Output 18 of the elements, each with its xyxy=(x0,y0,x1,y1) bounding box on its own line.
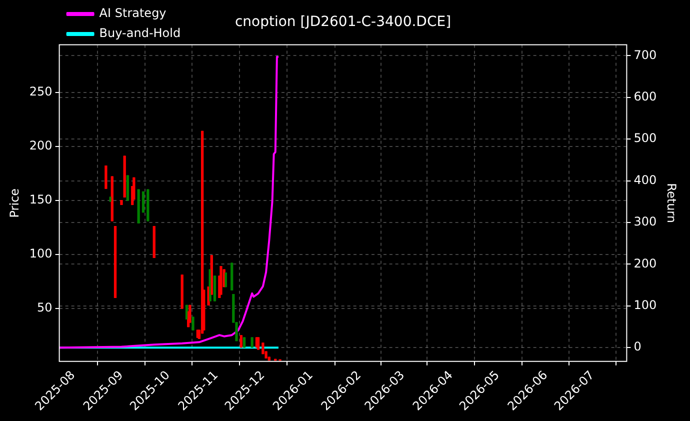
chart-title: cnoption [JD2601-C-3400.DCE] xyxy=(234,14,452,30)
legend-label: AI Strategy xyxy=(99,6,166,20)
y-tick-label: 150 xyxy=(29,192,52,207)
y2-tick-label: 100 xyxy=(634,298,657,312)
y2-tick-label: 700 xyxy=(634,48,657,62)
y2-tick-label: 300 xyxy=(634,214,657,229)
y2-tick-label: 0 xyxy=(634,340,642,354)
y2-tick-label: 200 xyxy=(634,256,657,270)
y-axis-title: Price xyxy=(7,188,22,218)
y-tick-label: 100 xyxy=(29,246,52,261)
y-tick-label: 50 xyxy=(37,300,52,315)
y2-axis-title: Return xyxy=(664,183,679,223)
legend-label: Buy-and-Hold xyxy=(99,26,181,40)
y-tick-label: 250 xyxy=(29,84,52,98)
y2-tick-label: 600 xyxy=(634,89,657,104)
y-tick-label: 200 xyxy=(29,138,52,152)
y2-tick-label: 400 xyxy=(634,172,657,187)
y2-tick-label: 500 xyxy=(634,131,657,146)
